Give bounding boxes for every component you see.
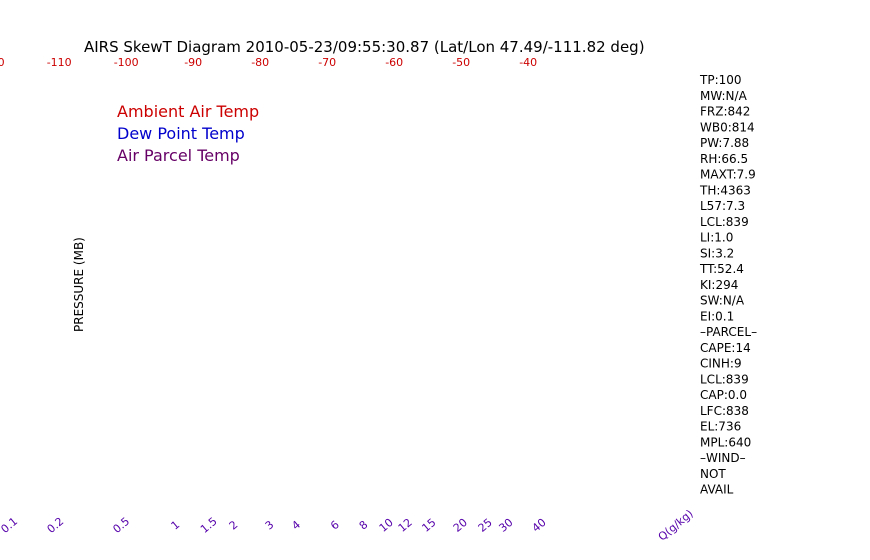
index-label: –PARCEL– bbox=[700, 325, 757, 339]
y-axis-label: PRESSURE (MB) bbox=[72, 237, 86, 332]
index-label: NOT bbox=[700, 467, 726, 481]
index-label: TT:52.4 bbox=[699, 262, 744, 276]
index-label: FRZ:842 bbox=[700, 105, 750, 119]
top-temp-tick-label: -50 bbox=[452, 56, 470, 69]
index-label: TH:4363 bbox=[699, 183, 751, 197]
index-label: CINH:9 bbox=[700, 357, 742, 371]
legend-parcel: Air Parcel Temp bbox=[117, 146, 240, 165]
index-label: L57:7.3 bbox=[700, 199, 745, 213]
chart-title: AIRS SkewT Diagram 2010-05-23/09:55:30.8… bbox=[84, 38, 645, 56]
legend: Ambient Air Temp Dew Point Temp Air Parc… bbox=[117, 102, 259, 165]
index-label: WB0:814 bbox=[700, 120, 755, 134]
index-label: AVAIL bbox=[700, 483, 734, 497]
index-label: RH:66.5 bbox=[700, 152, 748, 166]
index-label: TP:100 bbox=[699, 73, 742, 87]
index-label: LI:1.0 bbox=[700, 231, 733, 245]
index-label: LCL:839 bbox=[700, 372, 749, 386]
legend-ambient: Ambient Air Temp bbox=[117, 102, 259, 121]
index-label: EI:0.1 bbox=[700, 309, 734, 323]
top-temp-tick-label: -100 bbox=[114, 56, 139, 69]
index-label: PW:7.88 bbox=[700, 136, 749, 150]
top-temp-tick-label: -90 bbox=[184, 56, 202, 69]
index-label: MAXT:7.9 bbox=[700, 168, 756, 182]
index-label: SW:N/A bbox=[700, 294, 745, 308]
index-label: EL:736 bbox=[700, 420, 741, 434]
index-label: CAPE:14 bbox=[700, 341, 751, 355]
top-temp-tick-label: -40 bbox=[519, 56, 537, 69]
index-label: –WIND– bbox=[700, 451, 746, 465]
index-label: LFC:838 bbox=[700, 404, 749, 418]
top-temp-tick-label: -60 bbox=[385, 56, 403, 69]
top-temp-tick-label: -70 bbox=[318, 56, 336, 69]
top-temp-tick-label: -80 bbox=[251, 56, 269, 69]
index-label: MPL:640 bbox=[700, 435, 751, 449]
top-temp-tick-label: -120 bbox=[0, 56, 5, 69]
index-label: CAP:0.0 bbox=[700, 388, 747, 402]
index-label: MW:N/A bbox=[700, 89, 748, 103]
legend-dewpoint: Dew Point Temp bbox=[117, 124, 245, 143]
index-label: LCL:839 bbox=[700, 215, 749, 229]
top-temp-tick-label: -110 bbox=[47, 56, 72, 69]
index-label: SI:3.2 bbox=[700, 246, 734, 260]
index-label: KI:294 bbox=[700, 278, 738, 292]
